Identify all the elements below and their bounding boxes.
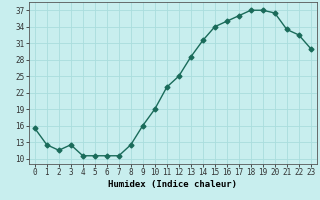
X-axis label: Humidex (Indice chaleur): Humidex (Indice chaleur) — [108, 180, 237, 189]
